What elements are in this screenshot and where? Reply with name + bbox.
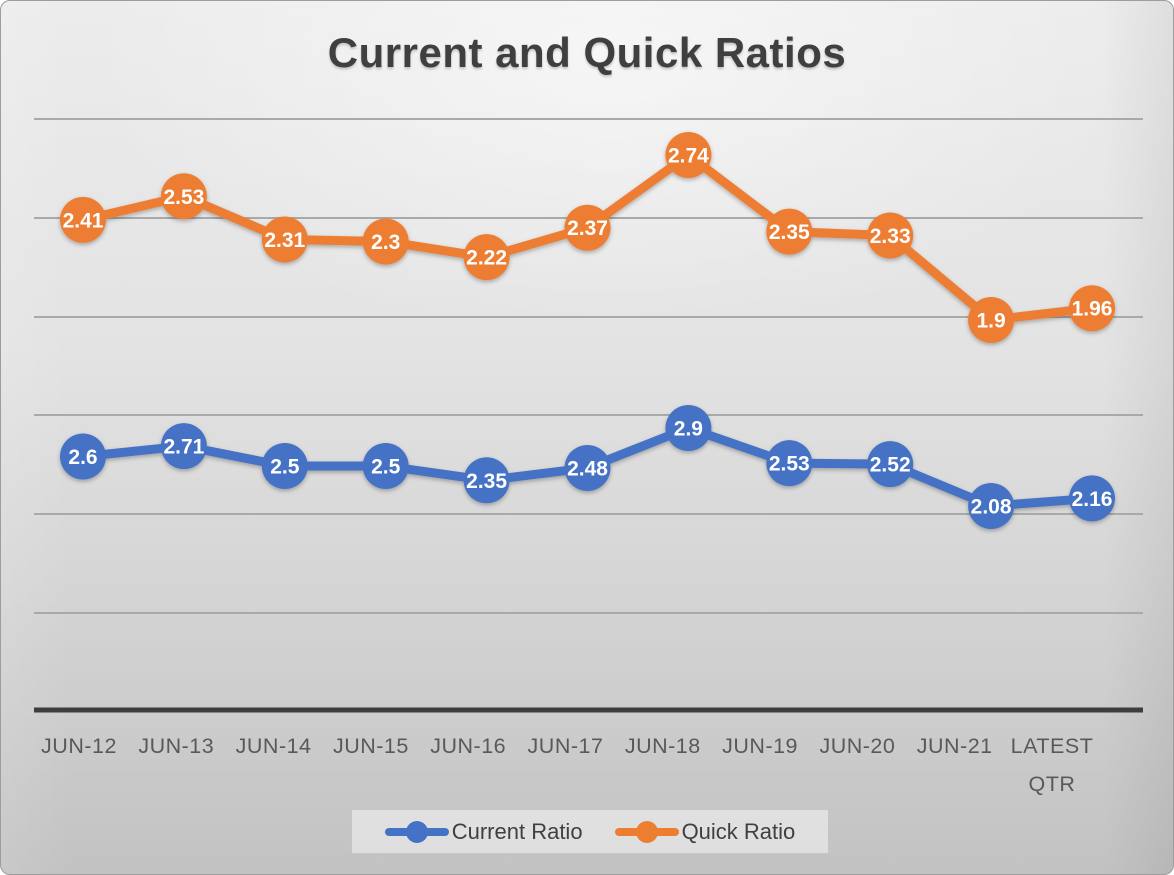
marker-quick-ratio	[1069, 285, 1115, 332]
data-label-current-ratio: 2.71	[163, 436, 204, 459]
marker-quick-ratio	[60, 196, 106, 243]
data-label-quick-ratio: 2.22	[466, 247, 507, 270]
marker-current-ratio	[60, 433, 106, 480]
marker-current-ratio	[665, 405, 712, 451]
data-label-quick-ratio: 2.41	[63, 209, 104, 232]
x-tick-label: LATEST QTR	[1011, 734, 1094, 796]
data-label-current-ratio: 2.35	[466, 470, 507, 493]
legend-line-dot-icon	[384, 820, 449, 843]
marker-quick-ratio	[766, 208, 813, 255]
x-tick-label: JUN-15	[333, 734, 409, 758]
data-label-quick-ratio: 2.31	[264, 229, 305, 252]
legend-item-current-ratio: Current Ratio	[384, 818, 583, 845]
data-label-quick-ratio: 2.74	[668, 145, 709, 168]
data-label-current-ratio: 2.53	[769, 453, 810, 476]
marker-quick-ratio	[160, 173, 207, 220]
data-label-quick-ratio: 2.35	[769, 221, 810, 244]
x-tick-label: JUN-14	[236, 734, 312, 758]
marker-quick-ratio	[564, 204, 611, 251]
data-label-current-ratio: 2.5	[371, 456, 401, 479]
series-current-ratio: 2.6 2.71 2.5 2.5 2.35 2.48 2.9 2.53 2.52 2.08 2.16	[60, 405, 1115, 529]
data-label-quick-ratio: 2.53	[163, 186, 204, 209]
marker-current-ratio	[362, 443, 409, 490]
marker-current-ratio	[261, 443, 308, 490]
x-tick-label: JUN-20	[819, 734, 895, 758]
legend: Current Ratio Quick Ratio	[351, 809, 829, 854]
legend-label-current-ratio: Current Ratio	[451, 818, 583, 844]
marker-current-ratio	[867, 441, 914, 488]
chart-title: Current and Quick Ratios	[327, 29, 847, 76]
data-label-quick-ratio: 2.37	[567, 217, 608, 240]
legend-item-quick-ratio: Quick Ratio	[614, 818, 796, 845]
data-label-current-ratio: 2.52	[870, 454, 911, 477]
data-label-quick-ratio: 2.3	[371, 231, 400, 254]
data-label-quick-ratio: 1.9	[976, 310, 1005, 333]
marker-quick-ratio	[261, 216, 308, 263]
marker-current-ratio	[766, 440, 813, 487]
x-tick-label: JUN-12	[41, 734, 117, 758]
data-label-current-ratio: 2.08	[971, 495, 1012, 518]
series-quick-ratio: 2.41 2.53 2.31 2.3 2.22 2.37 2.74 2.35 2.33 1.9 1.…	[60, 132, 1115, 343]
data-label-quick-ratio: 1.96	[1072, 298, 1113, 321]
marker-current-ratio	[564, 444, 611, 491]
legend-label-quick-ratio: Quick Ratio	[681, 818, 796, 844]
data-label-quick-ratio: 2.33	[870, 225, 911, 248]
marker-current-ratio	[463, 457, 510, 504]
x-tick-label: JUN-16	[430, 734, 506, 758]
marker-quick-ratio	[665, 132, 712, 179]
marker-quick-ratio	[362, 218, 409, 265]
x-tick-label: JUN-17	[528, 734, 604, 758]
marker-quick-ratio	[968, 297, 1015, 343]
x-tick-label: JUN-18	[625, 734, 701, 758]
data-label-current-ratio: 2.6	[68, 446, 97, 469]
data-label-current-ratio: 2.9	[674, 418, 703, 441]
marker-current-ratio	[968, 482, 1015, 529]
x-tick-label: JUN-13	[138, 734, 214, 758]
marker-current-ratio	[160, 423, 207, 470]
marker-current-ratio	[1069, 475, 1115, 522]
x-tick-label: JUN-21	[917, 734, 993, 758]
data-label-current-ratio: 2.48	[567, 457, 608, 480]
data-label-current-ratio: 2.5	[270, 456, 300, 479]
data-label-current-ratio: 2.16	[1072, 488, 1113, 511]
x-tick-label: JUN-19	[722, 734, 798, 758]
legend-line-dot-icon	[614, 820, 679, 843]
marker-quick-ratio	[463, 234, 510, 281]
marker-quick-ratio	[867, 212, 914, 259]
